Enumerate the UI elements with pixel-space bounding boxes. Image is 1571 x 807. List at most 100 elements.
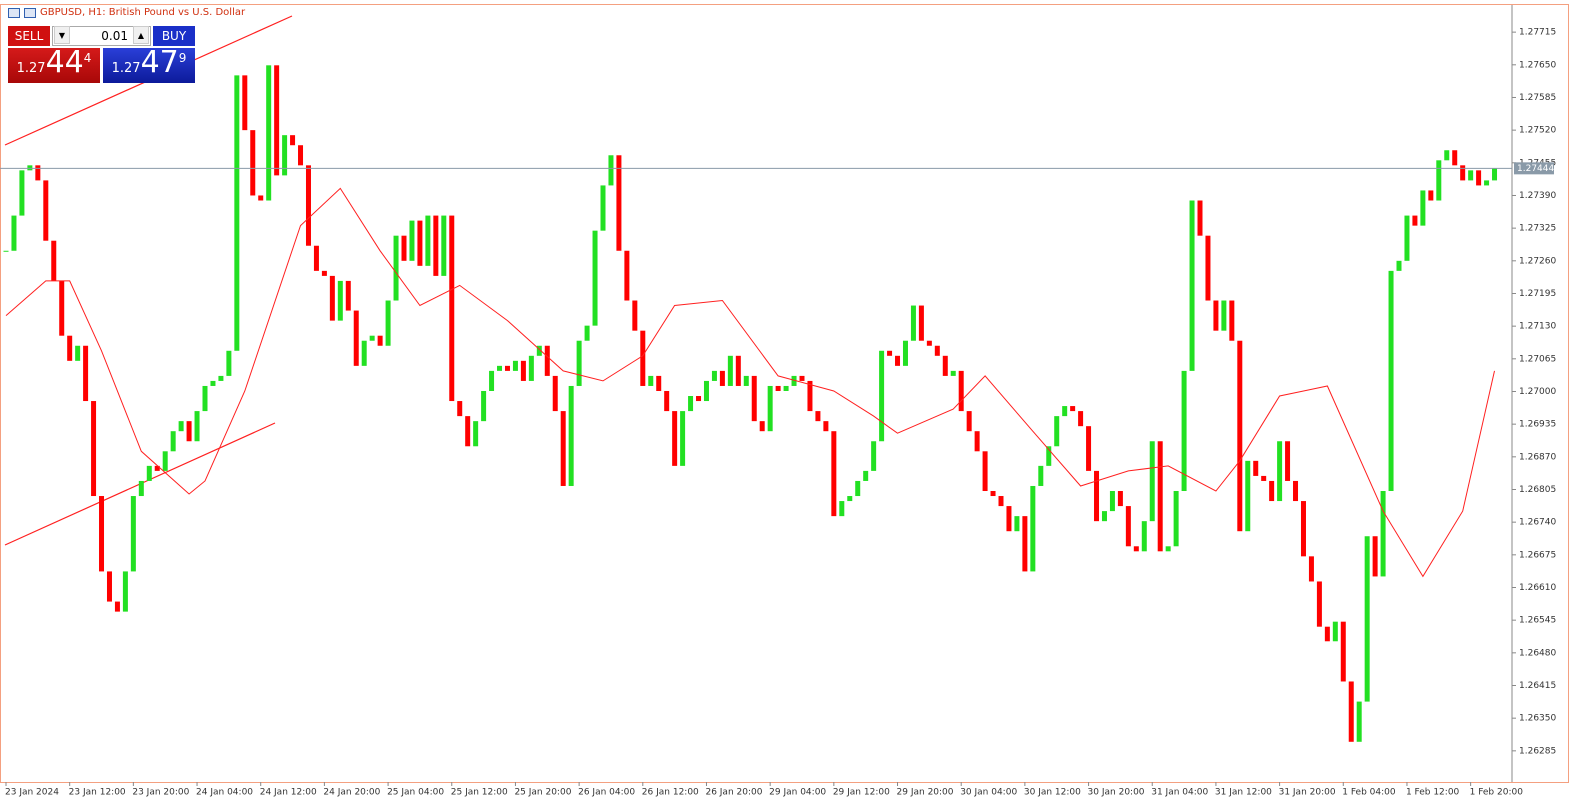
candle-body bbox=[1030, 485, 1036, 572]
x-tick-label: 26 Jan 12:00 bbox=[642, 788, 699, 798]
candle-body bbox=[1476, 170, 1482, 186]
candle-body bbox=[353, 310, 359, 366]
x-tick-label: 29 Jan 20:00 bbox=[897, 788, 954, 798]
candle-body bbox=[1094, 470, 1100, 522]
x-tick-label: 31 Jan 04:00 bbox=[1151, 788, 1208, 798]
candle-body bbox=[194, 411, 200, 442]
candle-body bbox=[250, 130, 256, 196]
candle-body bbox=[1205, 235, 1211, 301]
candle-body bbox=[608, 155, 614, 186]
candle-body bbox=[1420, 190, 1426, 226]
candle-body bbox=[35, 165, 41, 181]
candle-body bbox=[576, 340, 582, 386]
candle-body bbox=[895, 355, 901, 366]
y-tick-label: 1.27520 bbox=[1519, 126, 1556, 136]
candle-body bbox=[154, 465, 160, 471]
y-tick-label: 1.27130 bbox=[1519, 322, 1556, 332]
candle-body bbox=[1197, 200, 1203, 236]
candle-body bbox=[170, 431, 176, 452]
candle-body bbox=[1054, 416, 1060, 447]
candle-body bbox=[1452, 150, 1458, 166]
candle-body bbox=[1300, 501, 1306, 557]
price-prefix: 1.27 bbox=[111, 61, 141, 76]
x-tick-label: 24 Jan 12:00 bbox=[260, 788, 317, 798]
candle-body bbox=[1428, 190, 1434, 201]
candle-body bbox=[632, 300, 638, 331]
candle-body bbox=[282, 135, 288, 176]
chart-frame bbox=[0, 4, 1569, 783]
candle-body bbox=[122, 571, 128, 612]
candle-body bbox=[305, 165, 311, 246]
candle-body bbox=[926, 340, 932, 346]
candle-body bbox=[393, 235, 399, 301]
candle-body bbox=[226, 350, 232, 376]
candle-body bbox=[544, 345, 550, 376]
candle-body bbox=[767, 385, 773, 432]
candle-body bbox=[775, 385, 781, 391]
candle-body bbox=[743, 375, 749, 386]
candle-body bbox=[457, 401, 463, 417]
candle-body bbox=[1022, 516, 1028, 572]
candle-body bbox=[504, 365, 510, 371]
lot-up[interactable]: ▲ bbox=[133, 26, 149, 44]
symbol-title: GBPUSD, H1: British Pound vs U.S. Dollar bbox=[40, 7, 246, 18]
x-tick-label: 25 Jan 12:00 bbox=[451, 788, 508, 798]
candle-body bbox=[688, 396, 694, 412]
y-tick-label: 1.26935 bbox=[1519, 420, 1556, 430]
candle-body bbox=[202, 385, 208, 412]
x-tick-label: 31 Jan 12:00 bbox=[1215, 788, 1272, 798]
y-tick-label: 1.26870 bbox=[1519, 452, 1556, 462]
candle-body bbox=[520, 360, 526, 381]
candle-body bbox=[783, 385, 789, 391]
candle-body bbox=[329, 275, 335, 321]
candle-body bbox=[27, 165, 33, 171]
lot-input[interactable]: 0.01 bbox=[52, 26, 151, 46]
candle-body bbox=[1149, 441, 1155, 522]
buy-quote[interactable]: 1.27 47 9 bbox=[103, 48, 195, 83]
y-tick-label: 1.26350 bbox=[1519, 714, 1556, 724]
candle-body bbox=[1316, 581, 1322, 627]
candle-body bbox=[1117, 491, 1123, 507]
candle-body bbox=[1237, 340, 1243, 532]
x-tick-label: 23 Jan 2024 bbox=[5, 788, 59, 798]
candle-body bbox=[19, 170, 25, 216]
x-tick-label: 1 Feb 20:00 bbox=[1470, 788, 1524, 798]
buy-button[interactable]: BUY bbox=[153, 26, 195, 46]
candle-body bbox=[807, 380, 813, 412]
candle-body bbox=[1293, 480, 1299, 502]
candle-body bbox=[998, 496, 1004, 507]
y-tick-label: 1.26805 bbox=[1519, 485, 1556, 495]
price-sup: 4 bbox=[83, 51, 92, 65]
y-tick-label: 1.26480 bbox=[1519, 648, 1556, 658]
sell-button[interactable]: SELL bbox=[8, 26, 50, 46]
candle-body bbox=[1253, 460, 1259, 476]
candle-body bbox=[1181, 370, 1187, 492]
candle-body bbox=[313, 245, 319, 271]
candle-body bbox=[1141, 521, 1147, 552]
x-tick-label: 26 Jan 20:00 bbox=[705, 788, 762, 798]
candle-body bbox=[831, 431, 837, 517]
y-tick-label: 1.27650 bbox=[1519, 60, 1556, 70]
candle-body bbox=[146, 465, 152, 481]
candle-body bbox=[91, 401, 97, 497]
candle-body bbox=[1324, 626, 1330, 642]
candle-body bbox=[298, 145, 304, 166]
candle-body bbox=[950, 370, 956, 376]
candle-body bbox=[114, 601, 120, 612]
candle-body bbox=[966, 411, 972, 432]
candle-body bbox=[67, 335, 73, 361]
candle-body bbox=[1380, 491, 1386, 577]
candle-body bbox=[934, 345, 940, 356]
candle-body bbox=[1261, 475, 1267, 481]
candle-body bbox=[1444, 150, 1450, 161]
candle-body bbox=[528, 355, 534, 381]
lot-down[interactable]: ▼ bbox=[54, 26, 70, 44]
sell-quote[interactable]: 1.27 44 4 bbox=[8, 48, 100, 83]
candle-body bbox=[974, 431, 980, 452]
candle-body bbox=[1213, 300, 1219, 331]
candle-body bbox=[759, 421, 765, 432]
candle-body bbox=[465, 416, 471, 447]
moving-average bbox=[5, 187, 1495, 578]
candle-body bbox=[1340, 621, 1346, 682]
